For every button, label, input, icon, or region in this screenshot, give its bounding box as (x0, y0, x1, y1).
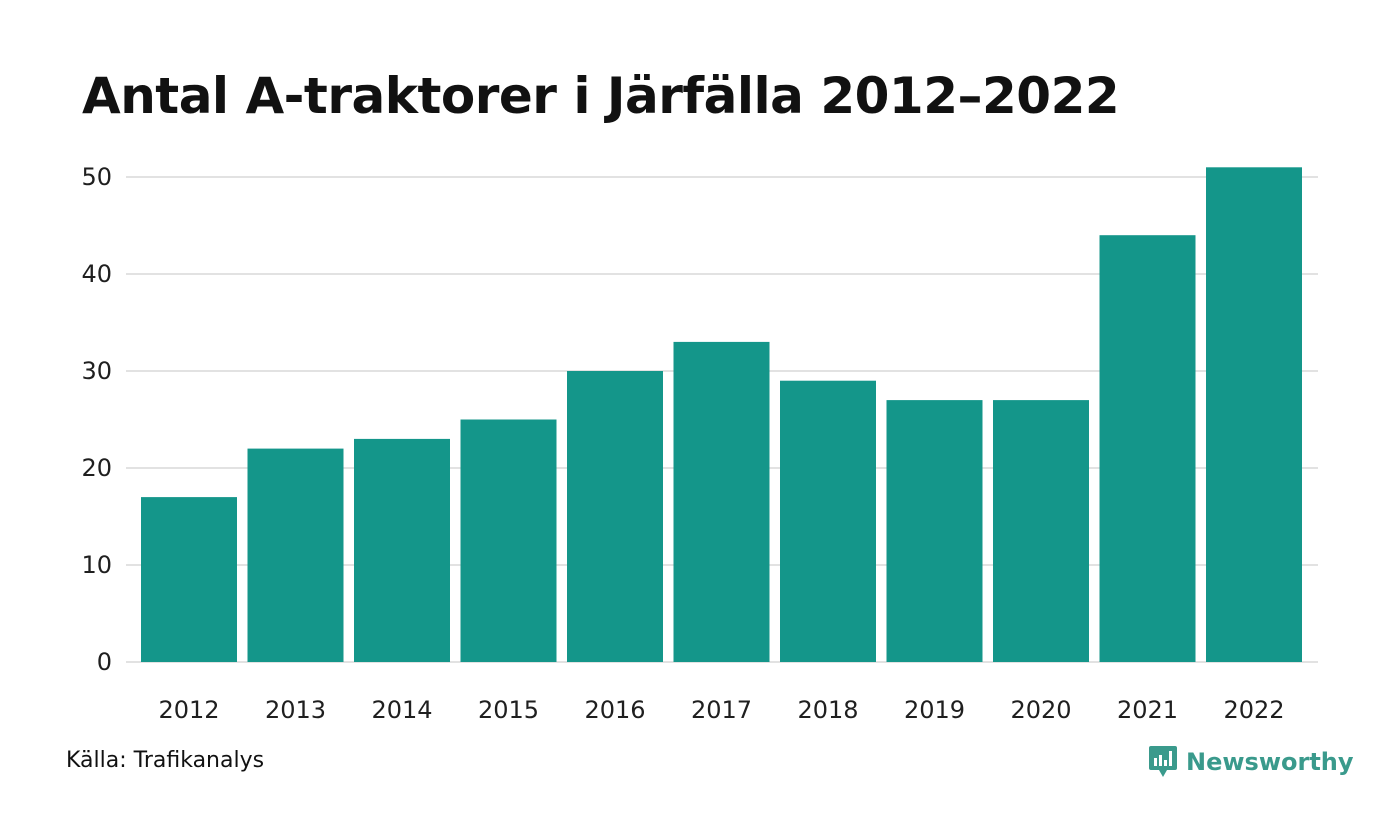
bars (141, 167, 1302, 663)
x-tick-label: 2013 (265, 696, 326, 724)
bar-2015 (460, 419, 557, 662)
x-tick-label: 2017 (691, 696, 752, 724)
x-tick-label: 2022 (1223, 696, 1284, 724)
y-tick-label: 30 (81, 357, 112, 385)
x-tick-label: 2014 (371, 696, 432, 724)
x-tick-label: 2020 (1010, 696, 1071, 724)
bar-2020 (993, 400, 1089, 662)
bar-2012 (141, 497, 237, 662)
x-tick-label: 2016 (584, 696, 645, 724)
x-tick-label: 2019 (904, 696, 965, 724)
chart-title: Antal A-traktorer i Järfälla 2012–2022 (82, 67, 1120, 125)
bar-2013 (247, 448, 344, 662)
bar-2014 (354, 438, 450, 662)
brand-name: Newsworthy (1186, 748, 1354, 776)
x-tick-label: 2021 (1117, 696, 1178, 724)
y-tick-label: 0 (97, 648, 112, 676)
x-tick-label: 2018 (797, 696, 858, 724)
y-tick-label: 10 (81, 551, 112, 579)
bar-2019 (886, 400, 983, 662)
bar-2022 (1206, 167, 1302, 663)
y-axis-ticks: 0 10 20 30 40 50 (81, 163, 112, 676)
bar-2018 (780, 380, 876, 662)
newsworthy-logo-icon (1149, 746, 1177, 777)
x-tick-label: 2015 (478, 696, 539, 724)
x-tick-label: 2012 (158, 696, 219, 724)
bar-2017 (673, 341, 770, 662)
y-tick-label: 40 (81, 260, 112, 288)
source-note: Källa: Trafikanalys (66, 748, 265, 773)
y-tick-label: 20 (81, 454, 112, 482)
bar-2021 (1099, 235, 1196, 662)
brand-logo[interactable]: Newsworthy (1148, 744, 1354, 780)
y-tick-label: 50 (81, 163, 112, 191)
bar-2016 (567, 371, 663, 662)
x-axis-ticks: 2012 2013 2014 2015 2016 2017 2018 2019 2020 2021… (158, 696, 1284, 724)
